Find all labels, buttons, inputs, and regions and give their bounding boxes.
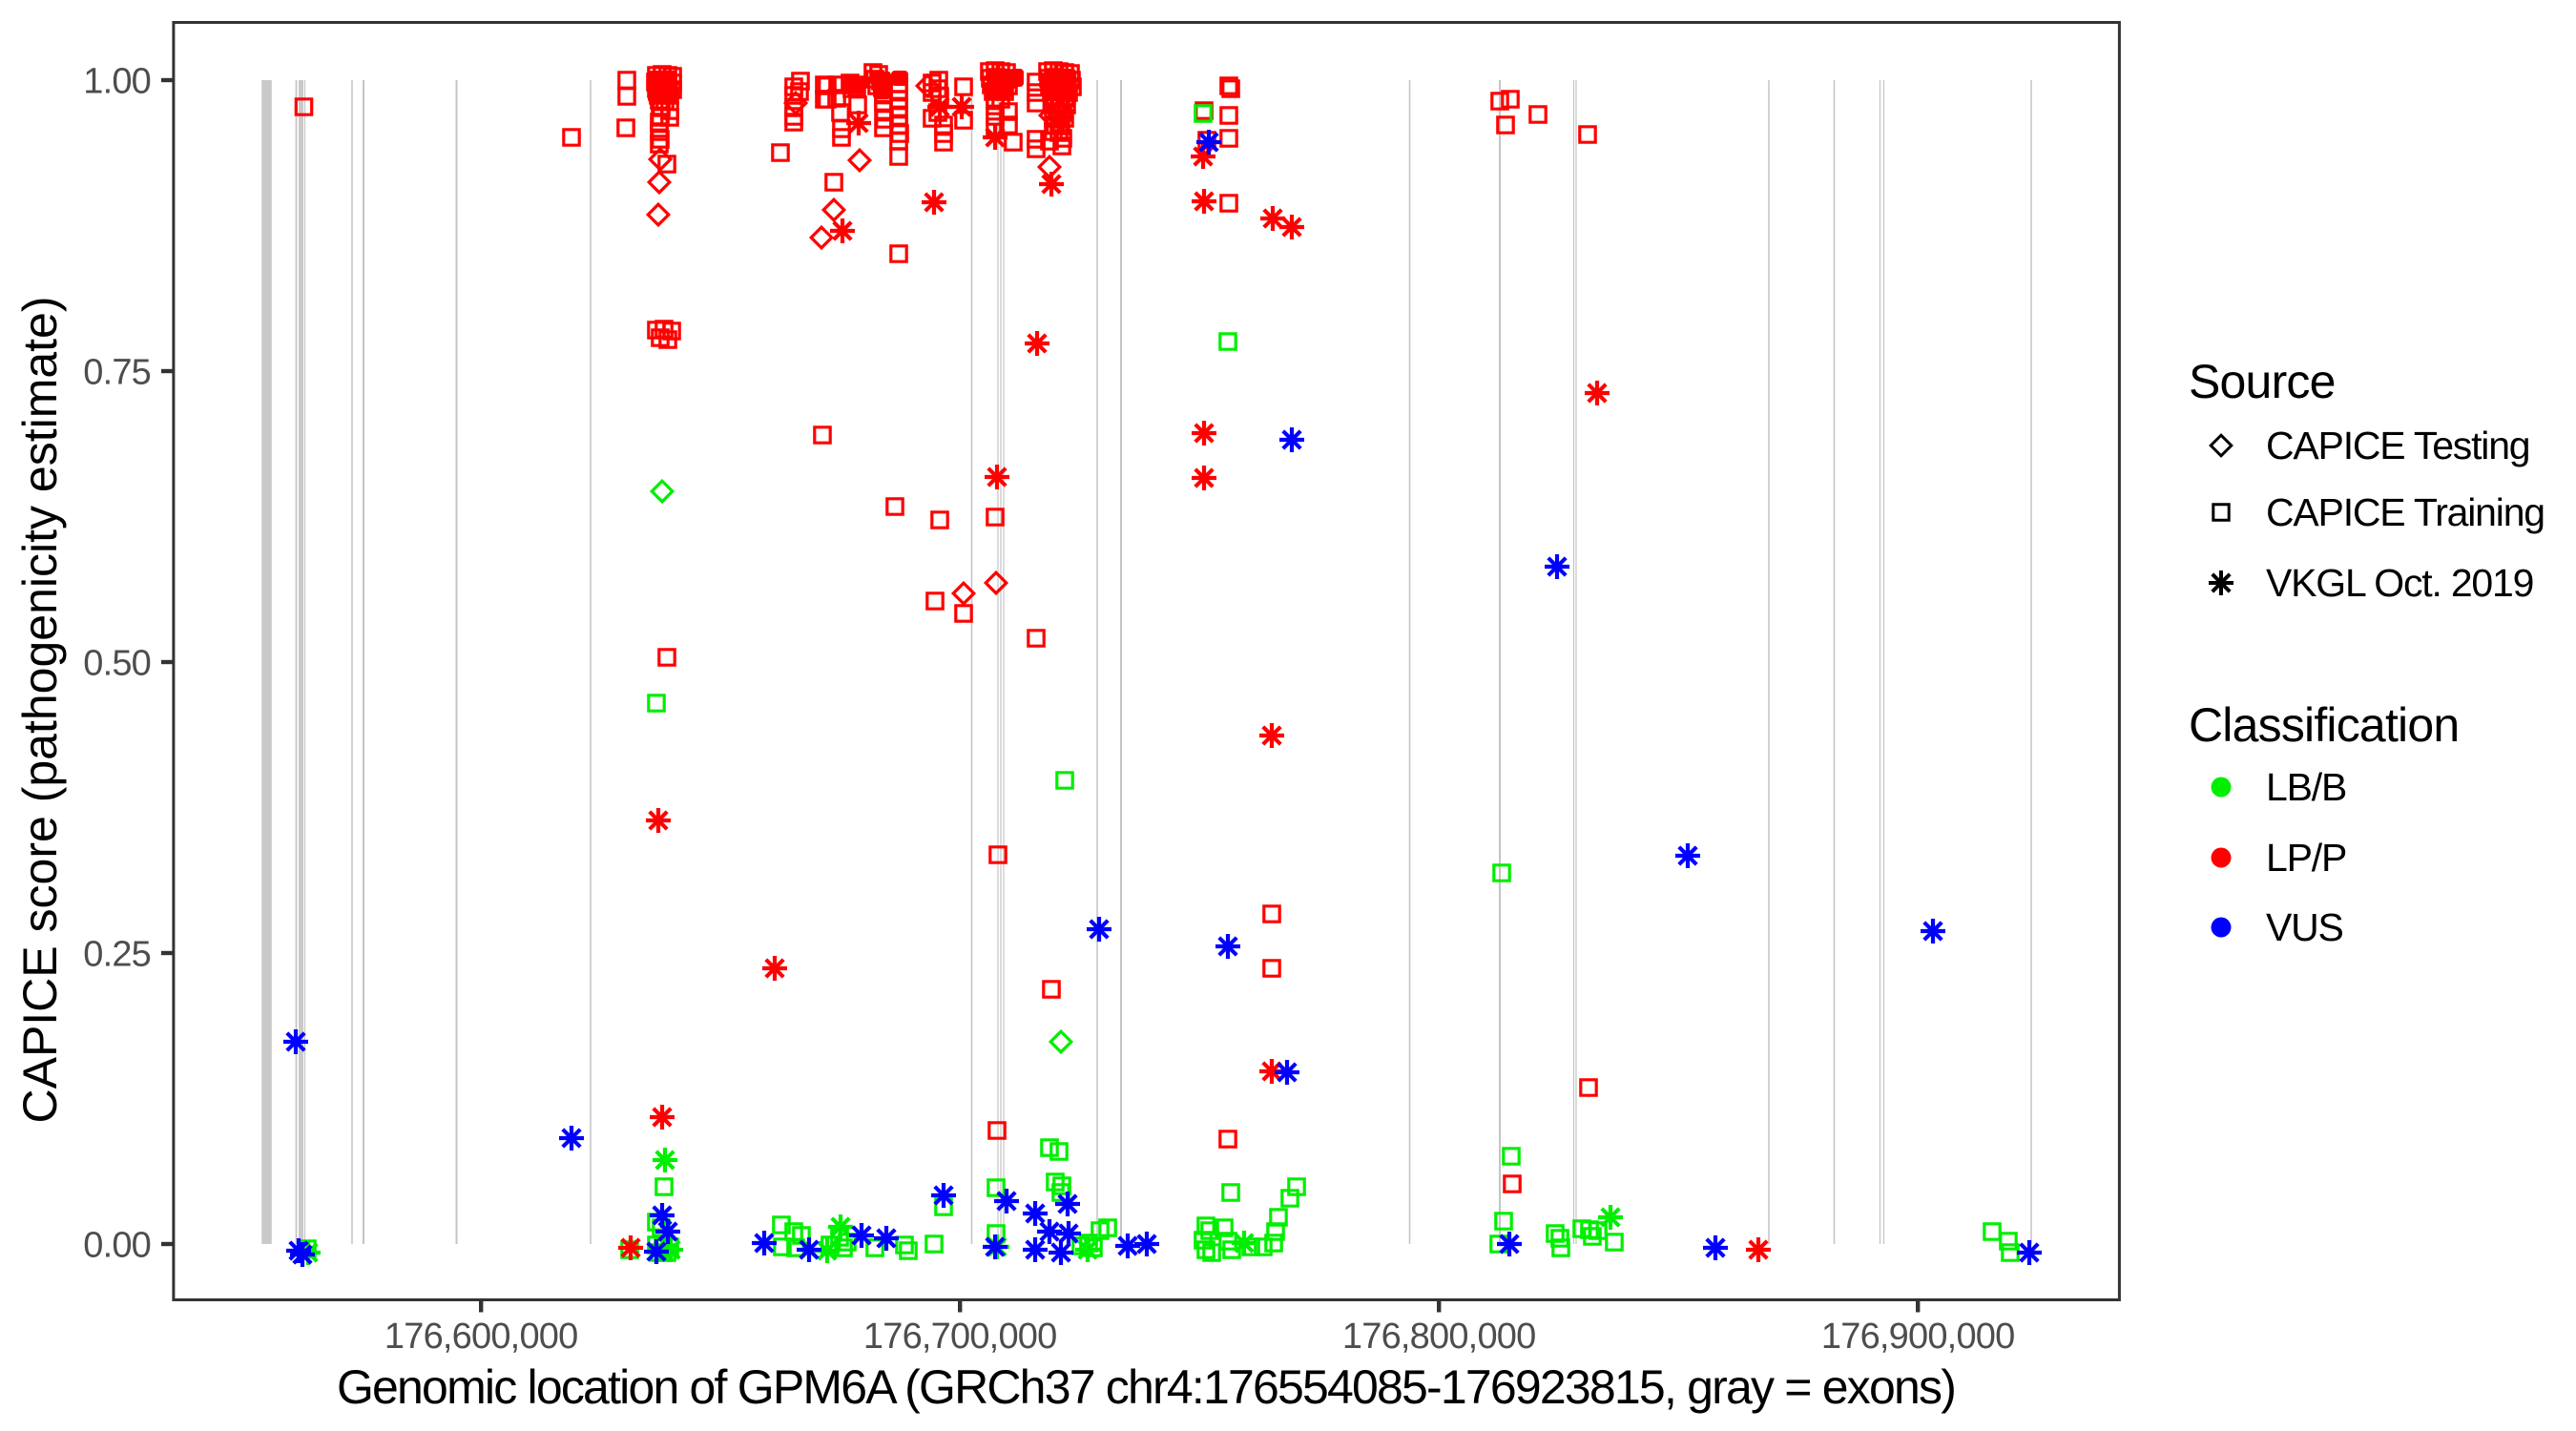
svg-text:LP/P: LP/P (2266, 836, 2346, 880)
svg-text:176,600,000: 176,600,000 (384, 1317, 578, 1357)
svg-text:CAPICE Training: CAPICE Training (2266, 490, 2545, 534)
svg-text:VKGL Oct. 2019: VKGL Oct. 2019 (2266, 561, 2533, 605)
svg-text:176,700,000: 176,700,000 (863, 1317, 1057, 1357)
svg-text:0.75: 0.75 (83, 353, 151, 393)
svg-text:LB/B: LB/B (2266, 765, 2346, 809)
svg-text:0.25: 0.25 (83, 935, 151, 975)
svg-text:0.00: 0.00 (83, 1226, 151, 1266)
svg-text:176,800,000: 176,800,000 (1342, 1317, 1536, 1357)
svg-text:CAPICE Testing: CAPICE Testing (2266, 424, 2529, 467)
svg-text:176,900,000: 176,900,000 (1821, 1317, 2015, 1357)
svg-text:CAPICE score (pathogenicity es: CAPICE score (pathogenicity estimate) (13, 296, 67, 1123)
svg-text:VUS: VUS (2266, 905, 2343, 949)
svg-text:Source: Source (2189, 355, 2336, 408)
svg-text:Genomic location of GPM6A (GRC: Genomic location of GPM6A (GRCh37 chr4:1… (337, 1360, 1955, 1414)
svg-text:1.00: 1.00 (83, 62, 151, 102)
svg-text:0.50: 0.50 (83, 644, 151, 684)
svg-text:Classification: Classification (2189, 698, 2459, 752)
